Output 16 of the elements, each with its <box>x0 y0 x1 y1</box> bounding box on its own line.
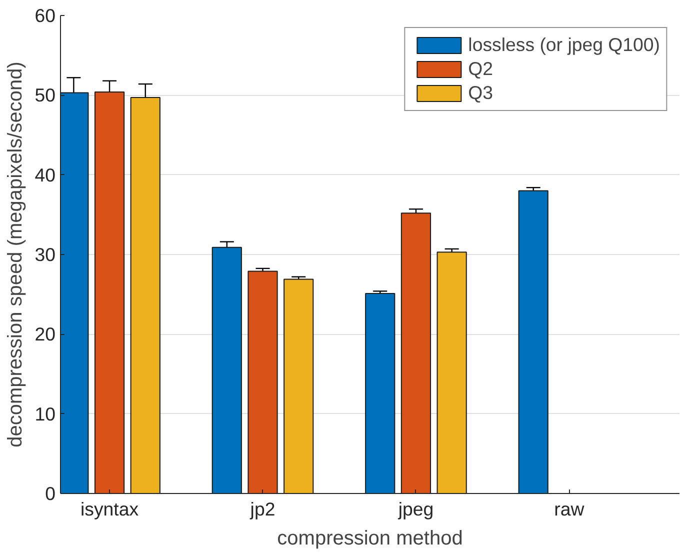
y-tick-label: 10 <box>34 403 56 424</box>
legend-label: lossless (or jpeg Q100) <box>468 34 660 56</box>
legend-label: Q2 <box>468 58 494 80</box>
x-tick-label: jpeg <box>397 498 434 520</box>
x-tick-label: jp2 <box>249 498 276 520</box>
y-tick-label: 60 <box>34 5 56 26</box>
y-tick-label: 20 <box>34 324 56 345</box>
x-axis-title: compression method <box>277 528 463 550</box>
y-tick-label: 40 <box>34 164 56 186</box>
x-tick-label: isyntax <box>80 498 140 520</box>
y-axis-title: decompression speed (megapixels/second) <box>4 62 27 448</box>
y-tick-label: 50 <box>34 84 56 106</box>
y-tick-label: 0 <box>45 483 56 504</box>
y-tick-label: 30 <box>34 244 56 265</box>
x-tick-label: raw <box>554 498 585 520</box>
legend-label: Q3 <box>468 82 494 104</box>
